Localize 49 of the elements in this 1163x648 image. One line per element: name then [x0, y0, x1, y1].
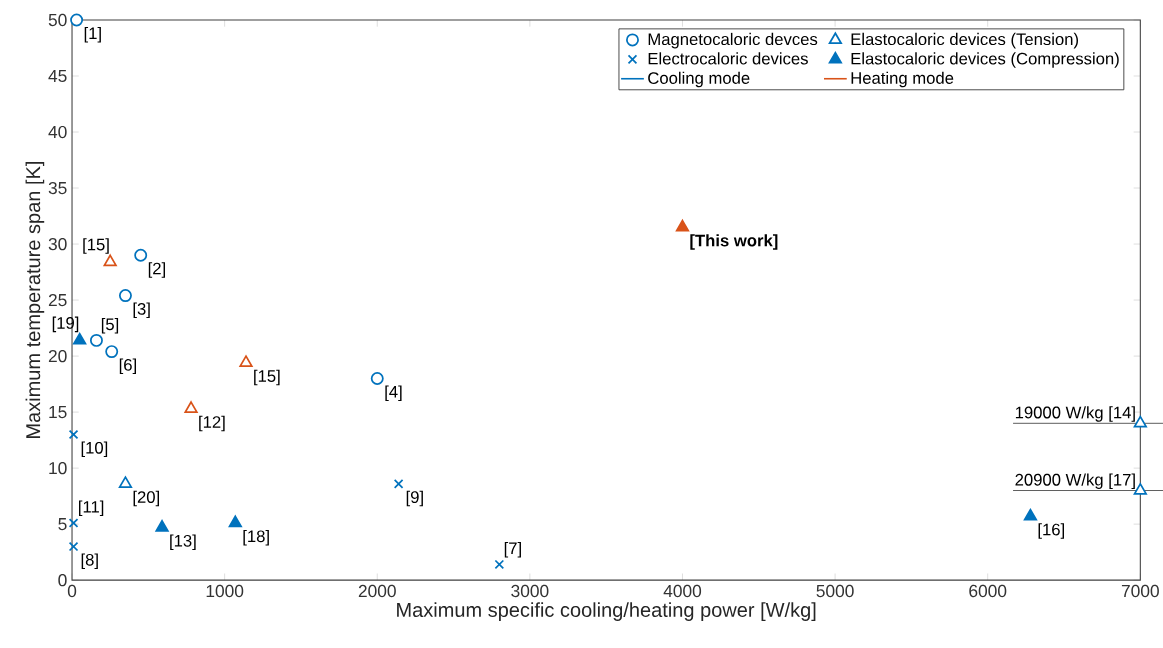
x-tick-label: 0: [67, 584, 77, 598]
legend-label: Elastocaloric devices (Tension): [851, 32, 1079, 49]
annotation: [15]: [83, 238, 109, 254]
annotation: [4]: [385, 385, 402, 401]
annotation: [10]: [81, 441, 108, 457]
x-axis-title: Maximum specific cooling/heating power [W/kg]: [397, 602, 816, 621]
y-tick-label: 35: [48, 181, 67, 195]
annotation: Cooling mode: [648, 71, 750, 88]
y-tick-label: 40: [48, 125, 67, 139]
x-tick-label: 1000: [206, 584, 244, 598]
x-tick-label: 6000: [969, 584, 1007, 598]
y-tick-label: 20: [48, 349, 67, 363]
annotation: 20900 W/kg [17]: [1015, 473, 1135, 489]
x-tick-label: 2000: [358, 584, 396, 598]
annotation: [6]: [119, 358, 136, 374]
legend-label: Elastocaloric devices (Compression): [851, 52, 1119, 68]
y-tick-label: 10: [49, 461, 67, 475]
annotation: [9]: [406, 490, 423, 507]
annotation: [This work]: [690, 234, 778, 250]
annotation: [3]: [133, 302, 150, 318]
annotation: [2]: [148, 262, 165, 278]
annotation: [12]: [199, 415, 225, 432]
annotation: 19000 W/kg [14]: [1015, 406, 1135, 422]
x-tick-label: 7000: [1121, 584, 1159, 598]
annotation: [8]: [81, 553, 98, 569]
annotation: [16]: [1038, 523, 1064, 539]
annotation: [20]: [133, 490, 159, 507]
y-tick-label: 15: [49, 405, 67, 419]
annotation: [13]: [170, 534, 196, 550]
annotation: Heating mode: [851, 71, 954, 88]
annotation: [19]: [52, 316, 79, 333]
y-tick-label: 0: [58, 573, 67, 587]
annotation: [5]: [101, 317, 119, 334]
y-tick-label: 5: [58, 518, 67, 531]
y-tick-label: 25: [48, 293, 67, 307]
annotation: [1]: [84, 26, 101, 43]
y-tick-label: 50: [48, 13, 67, 27]
x-tick-label: 3000: [511, 584, 549, 598]
y-tick-label: 45: [48, 69, 67, 82]
legend-label: Magnetocaloric devces: [648, 32, 818, 49]
annotation: [15]: [254, 369, 280, 386]
x-tick-label: 5000: [816, 584, 854, 598]
annotation: [7]: [504, 541, 521, 558]
x-tick-label: 4000: [663, 584, 702, 598]
y-axis-title: Maximum temperature span [K]: [25, 161, 45, 438]
annotation: [11]: [79, 500, 104, 516]
y-tick-label: 30: [48, 237, 67, 251]
legend-label: Electrocaloric devices: [648, 52, 808, 65]
annotation: [18]: [243, 529, 269, 546]
